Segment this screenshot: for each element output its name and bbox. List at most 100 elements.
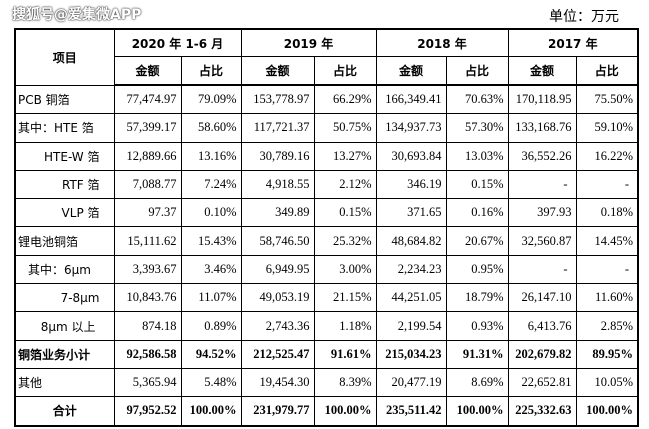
cell: 70.63% (445, 84, 509, 115)
cell: 26,147.10 (507, 283, 577, 313)
cell: 100.00% (445, 396, 509, 427)
cell: 3.46% (180, 254, 242, 285)
cell: 20,477.19 (375, 367, 447, 398)
cell: 11.07% (180, 283, 242, 313)
cell: 30,693.84 (375, 141, 447, 171)
cell: 57,399.17 (113, 113, 182, 143)
sub-header: 占比 (180, 56, 242, 86)
sub-header: 占比 (575, 56, 639, 86)
cell: 14.45% (575, 226, 639, 256)
table-row: 其中：6μm 3,393.67 3.46% 6,949.95 3.00% 2,234.23… (14, 254, 639, 285)
cell: 89.95% (575, 339, 639, 369)
sub-header: 占比 (313, 56, 377, 86)
cell: 8.69% (445, 367, 509, 398)
cell: 10,843.76 (113, 283, 182, 313)
cell: - (575, 169, 639, 200)
sub-header: 金额 (113, 56, 182, 86)
cell: 0.16% (445, 198, 509, 228)
cell: 49,053.19 (240, 283, 315, 313)
cell: 11.60% (575, 283, 639, 313)
cell: 91.61% (313, 339, 377, 369)
cell: 7.24% (180, 169, 242, 200)
row-label: 其中：HTE 箔 (14, 113, 115, 143)
cell: 202,679.82 (507, 339, 577, 369)
row-label: 其中：6μm (14, 254, 115, 285)
row-label: 8μm 以上 (14, 311, 115, 341)
table-row: 锂电池铜箔 15,111.62 15.43% 58,746.50 25.32% 48,68… (14, 226, 639, 256)
cell: - (575, 254, 639, 285)
cell: - (507, 169, 577, 200)
cell: 20.67% (445, 226, 509, 256)
cell: 231,979.77 (240, 396, 315, 427)
cell: 215,034.23 (375, 339, 447, 369)
unit-label: 单位：万元 (549, 9, 619, 25)
cell: 166,349.41 (375, 84, 447, 115)
cell: 0.93% (445, 311, 509, 341)
cell: 91.31% (445, 339, 509, 369)
cell: 22,652.81 (507, 367, 577, 398)
table-row: 铜箔业务小计 92,586.58 94.52% 212,525.47 91.61% 215… (14, 339, 639, 369)
cell: 133,168.76 (507, 113, 577, 143)
cell: 6,413.76 (507, 311, 577, 341)
table-row: 合计 97,952.52 100.00% 231,979.77 100.00% 235,5… (14, 396, 639, 427)
cell: 100.00% (575, 396, 639, 427)
header-row: 金额 占比 金额 占比 金额 占比 金额 占比 (15, 56, 639, 86)
cell: 92,586.58 (113, 339, 182, 369)
cell: 874.18 (113, 311, 182, 341)
row-label: PCB 铜箔 (14, 84, 115, 115)
cell: 13.16% (180, 141, 242, 171)
row-label: 铜箔业务小计 (14, 339, 115, 369)
table-row: 其他 5,365.94 5.48% 19,454.30 8.39% 20,477.19 8.… (14, 367, 639, 398)
cell: 30,789.16 (240, 141, 315, 171)
cell: 2,234.23 (375, 254, 447, 285)
cell: 0.10% (180, 198, 242, 228)
cell: 57.30% (445, 113, 509, 143)
cell: 44,251.05 (375, 283, 447, 313)
cell: 0.15% (313, 198, 377, 228)
cell: 48,684.82 (375, 226, 447, 256)
period-header: 2018 年 (375, 28, 509, 57)
cell: 16.22% (575, 141, 639, 171)
header-row: 项目 2020 年 1-6 月 2019 年 2018 年 2017 年 (14, 28, 639, 86)
cell: 32,560.87 (507, 226, 577, 256)
cell: 50.75% (313, 113, 377, 143)
table-row: 8μm 以上 874.18 0.89% 2,743.36 1.18% 2,199.54 0.… (14, 311, 639, 341)
cell: 346.19 (375, 169, 447, 200)
cell: 15,111.62 (113, 226, 182, 256)
data-table: 项目 2020 年 1-6 月 2019 年 2018 年 2017 年 金额 占比 金额… (14, 28, 640, 427)
period-header: 2019 年 (240, 28, 377, 57)
cell: 371.65 (375, 198, 447, 228)
cell: 59.10% (575, 113, 639, 143)
sub-header: 金额 (507, 56, 577, 86)
cell: 100.00% (313, 396, 377, 427)
cell: 349.89 (240, 198, 315, 228)
cell: 7,088.77 (113, 169, 182, 200)
table-row: VLP 箔 97.37 0.10% 349.89 0.15% 371.65 0.16% 397… (14, 198, 639, 228)
row-label: HTE-W 箔 (14, 141, 115, 171)
table-row: 7-8μm 10,843.76 11.07% 49,053.19 21.15% 44,25… (14, 283, 639, 313)
cell: 97,952.52 (113, 396, 182, 427)
cell: 19,454.30 (240, 367, 315, 398)
table-row: HTE-W 箔 12,889.66 13.16% 30,789.16 13.27% 30,… (14, 141, 639, 171)
cell: 25.32% (313, 226, 377, 256)
cell: 36,552.26 (507, 141, 577, 171)
cell: 0.18% (575, 198, 639, 228)
watermark: 搜狐号@爱集微APP (12, 7, 142, 23)
cell: 18.79% (445, 283, 509, 313)
sub-header: 占比 (445, 56, 509, 86)
cell: 79.09% (180, 84, 242, 115)
row-label: VLP 箔 (14, 198, 115, 228)
cell: 58.60% (180, 113, 242, 143)
cell: 0.95% (445, 254, 509, 285)
cell: 2.85% (575, 311, 639, 341)
cell: 0.15% (445, 169, 509, 200)
table-body: PCB 铜箔 77,474.97 79.09% 153,778.97 66.29% 166… (14, 84, 639, 427)
period-header: 2017 年 (507, 28, 639, 57)
cell: 3.00% (313, 254, 377, 285)
cell: 21.15% (313, 283, 377, 313)
row-label: 7-8μm (14, 283, 115, 313)
cell: 3,393.67 (113, 254, 182, 285)
cell: 4,918.55 (240, 169, 315, 200)
cell: 2.12% (313, 169, 377, 200)
